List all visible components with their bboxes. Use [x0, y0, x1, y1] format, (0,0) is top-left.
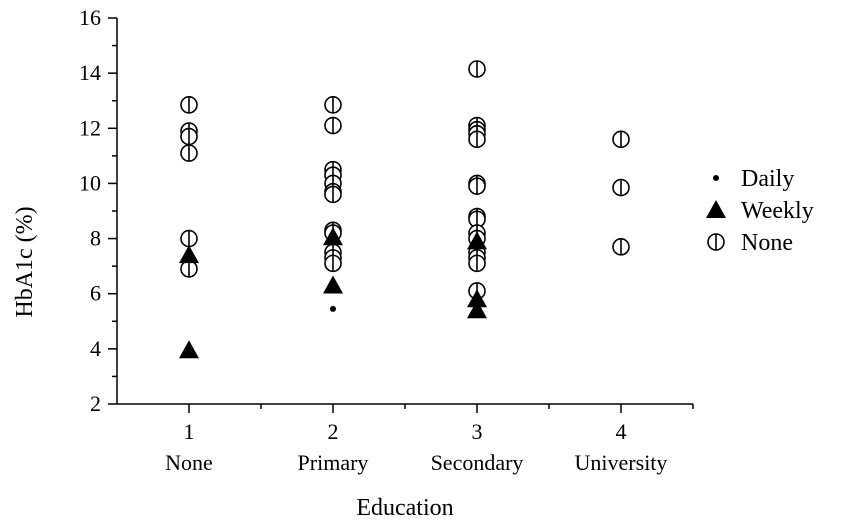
- point-none: [468, 60, 486, 78]
- point-weekly: [467, 300, 487, 319]
- x-category-label: Primary: [298, 450, 369, 475]
- point-none: [612, 130, 630, 149]
- point-none: [324, 116, 342, 135]
- y-axis-ticks: 2 4 6 8 10 12 14 16: [79, 5, 117, 416]
- point-weekly: [179, 245, 199, 264]
- y-tick-label: 16: [79, 5, 101, 30]
- x-category-label: Secondary: [431, 450, 524, 475]
- x-tick-label: 3: [472, 419, 483, 444]
- y-axis-title: HbA1c (%): [12, 206, 38, 317]
- x-axis-ticks: 1 None 2 Primary 3 Secondary 4 University: [165, 404, 694, 475]
- x-tick-label: 4: [616, 419, 627, 444]
- x-tick-label: 1: [184, 419, 195, 444]
- y-tick-label: 14: [79, 60, 101, 85]
- y-tick-label: 6: [90, 281, 101, 306]
- point-weekly: [323, 227, 343, 246]
- plot-area: 2 4 6 8 10 12 14 16 1 None 2 Primary 3 Secondary 4 Uni…: [79, 5, 694, 475]
- point-none: [324, 254, 342, 273]
- point-weekly: [467, 231, 487, 250]
- legend-label-none: None: [741, 230, 793, 256]
- point-weekly: [467, 289, 487, 308]
- legend: Daily Weekly None: [706, 166, 814, 256]
- legend-marker-none: [707, 233, 725, 251]
- point-none: [180, 127, 198, 146]
- y-tick-label: 10: [79, 170, 101, 195]
- point-none: [468, 177, 486, 195]
- point-none: [180, 96, 198, 114]
- data-points: [179, 60, 630, 359]
- x-category-label: None: [165, 450, 213, 475]
- point-none: [180, 144, 198, 162]
- legend-marker-weekly: [706, 200, 726, 218]
- point-weekly: [323, 275, 343, 294]
- point-none: [324, 185, 342, 204]
- y-tick-label: 4: [90, 336, 101, 361]
- x-axis-title: Education: [356, 495, 453, 521]
- point-none: [324, 96, 342, 114]
- point-none: [180, 260, 198, 278]
- legend-label-daily: Daily: [741, 166, 794, 192]
- point-none: [612, 238, 630, 256]
- x-tick-label: 2: [328, 419, 339, 444]
- legend-label-weekly: Weekly: [741, 198, 814, 224]
- legend-marker-daily: [713, 175, 719, 181]
- point-none: [468, 254, 486, 273]
- point-none: [468, 130, 486, 149]
- y-tick-label: 12: [79, 115, 101, 140]
- point-weekly: [179, 340, 199, 359]
- y-tick-label: 8: [90, 226, 101, 251]
- point-none: [612, 178, 630, 197]
- point-daily: [330, 305, 336, 312]
- x-category-label: University: [575, 450, 668, 475]
- y-tick-label: 2: [90, 391, 101, 416]
- point-none: [180, 229, 198, 248]
